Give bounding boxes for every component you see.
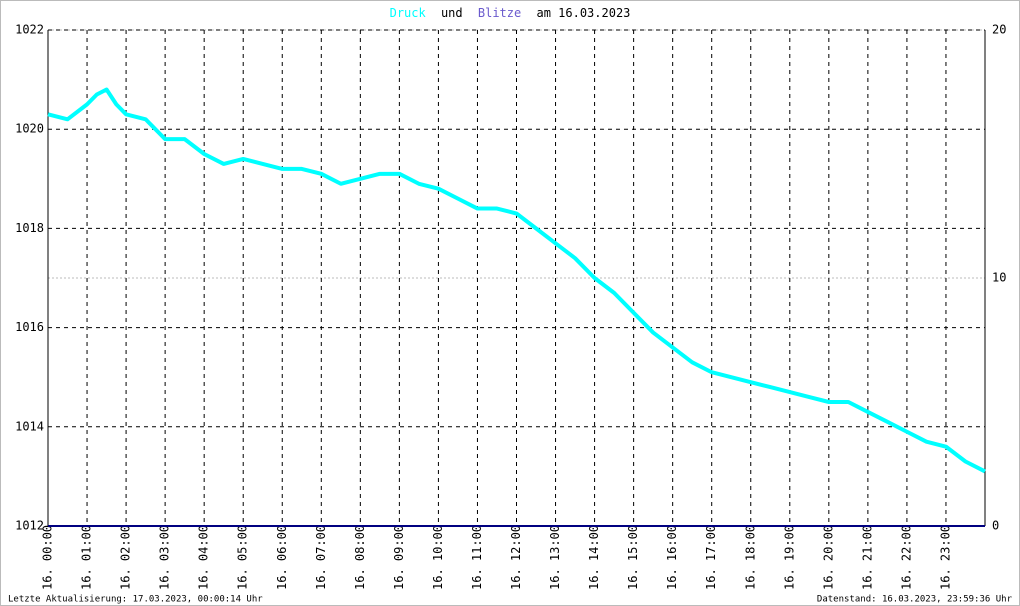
x-tick-label: 16. 22:00	[899, 525, 913, 590]
footer-left: Letzte Aktualisierung: 17.03.2023, 00:00…	[8, 595, 263, 605]
title-series: Blitze	[478, 6, 521, 20]
x-tick-label: 16. 02:00	[119, 525, 133, 590]
x-tick-label: 16. 07:00	[314, 525, 328, 590]
x-tick-label: 16. 11:00	[470, 525, 484, 590]
y-tick-label: 1012	[15, 519, 44, 533]
y-tick-label: 1014	[15, 419, 44, 433]
y2-tick-label: 20	[992, 23, 1006, 37]
title-word: und	[441, 6, 463, 20]
footer-right: Datenstand: 16.03.2023, 23:59:36 Uhr	[817, 595, 1013, 605]
x-tick-label: 16. 03:00	[158, 525, 172, 590]
x-tick-label: 16. 15:00	[626, 525, 640, 590]
x-tick-label: 16. 06:00	[275, 525, 289, 590]
x-tick-label: 16. 16:00	[665, 525, 679, 590]
y-tick-label: 1018	[15, 221, 44, 235]
x-tick-label: 16. 23:00	[938, 525, 952, 590]
title-word: am 16.03.2023	[536, 6, 630, 20]
y-tick-label: 1022	[15, 23, 44, 37]
x-tick-label: 16. 05:00	[236, 525, 250, 590]
title-series: Druck	[390, 6, 427, 20]
x-tick-label: 16. 19:00	[782, 525, 796, 590]
x-tick-label: 16. 14:00	[587, 525, 601, 590]
y-tick-label: 1016	[15, 320, 44, 334]
x-tick-label: 16. 17:00	[704, 525, 718, 590]
y2-tick-label: 10	[992, 271, 1006, 285]
x-tick-label: 16. 20:00	[821, 525, 835, 590]
x-tick-label: 16. 09:00	[392, 525, 406, 590]
x-tick-label: 16. 00:00	[41, 525, 55, 590]
x-tick-label: 16. 01:00	[80, 525, 94, 590]
series-line	[47, 87, 986, 474]
x-tick-label: 16. 08:00	[353, 525, 367, 590]
x-tick-label: 16. 04:00	[197, 525, 211, 590]
x-tick-label: 16. 21:00	[860, 525, 874, 590]
x-tick-label: 16. 12:00	[509, 525, 523, 590]
x-tick-label: 16. 10:00	[431, 525, 445, 590]
y2-tick-label: 0	[992, 519, 999, 533]
y-tick-label: 1020	[15, 122, 44, 136]
x-tick-label: 16. 13:00	[548, 525, 562, 590]
x-tick-label: 16. 18:00	[743, 525, 757, 590]
chart-title: Druck und Blitze am 16.03.2023	[390, 6, 631, 20]
